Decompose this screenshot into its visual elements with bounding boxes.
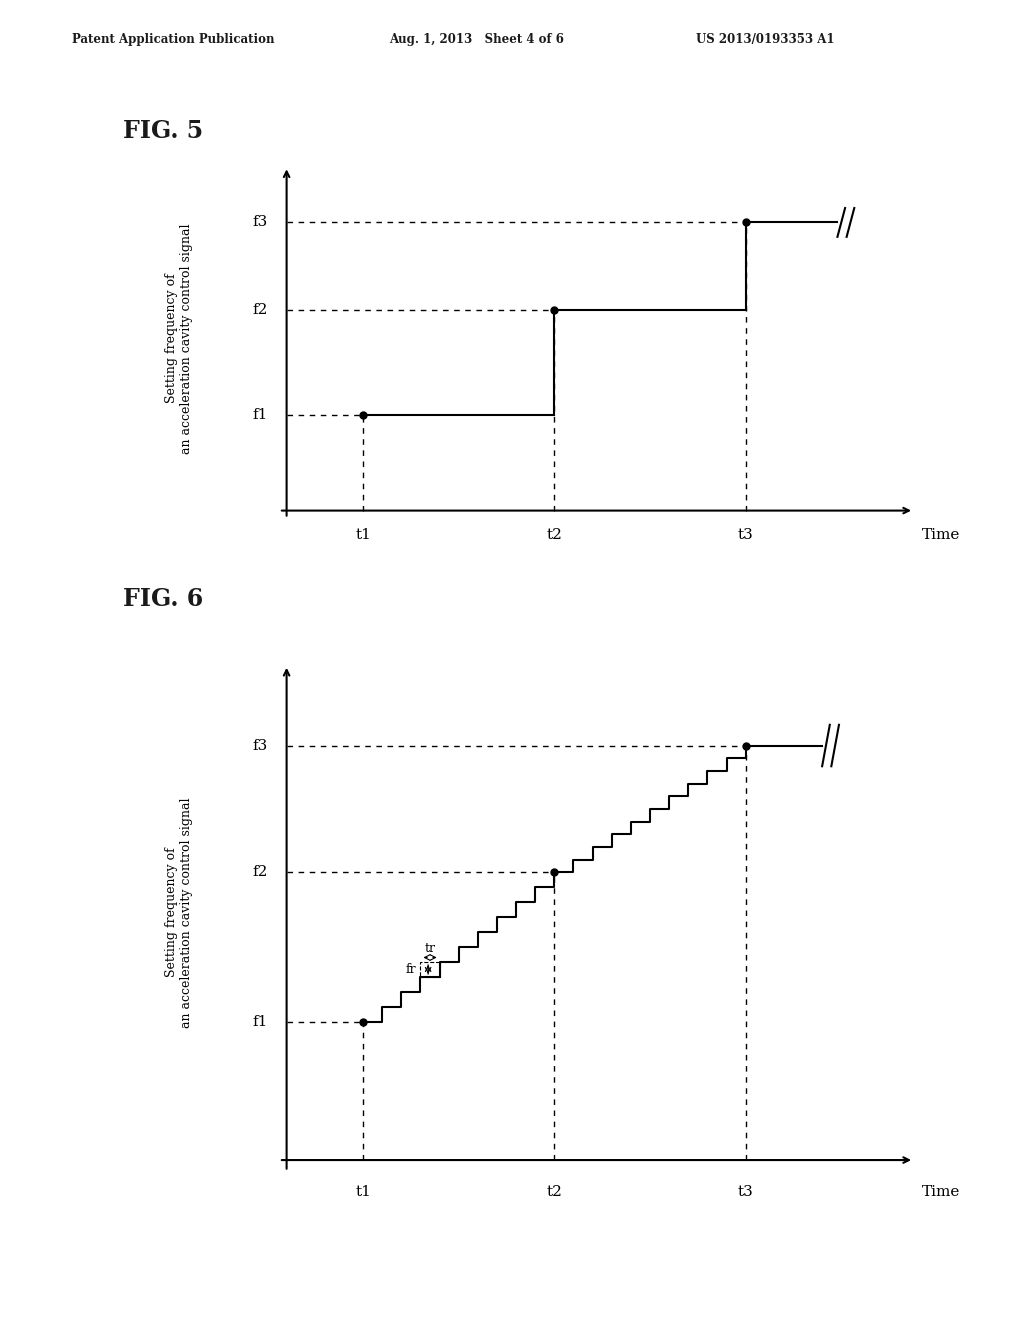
Text: FIG. 5: FIG. 5 xyxy=(123,119,203,143)
Text: t3: t3 xyxy=(737,1185,754,1200)
Text: t3: t3 xyxy=(737,528,754,543)
Text: Aug. 1, 2013   Sheet 4 of 6: Aug. 1, 2013 Sheet 4 of 6 xyxy=(389,33,564,46)
Text: t2: t2 xyxy=(547,528,562,543)
Text: tr: tr xyxy=(425,941,435,954)
Text: t2: t2 xyxy=(547,1185,562,1200)
Text: Patent Application Publication: Patent Application Publication xyxy=(72,33,274,46)
Text: f2: f2 xyxy=(252,865,267,879)
Bar xyxy=(421,962,439,977)
Text: Time: Time xyxy=(922,528,959,543)
Text: FIG. 6: FIG. 6 xyxy=(123,587,203,611)
Text: Setting frequency of
an acceleration cavity control signal: Setting frequency of an acceleration cav… xyxy=(166,223,194,454)
Text: Setting frequency of
an acceleration cavity control signal: Setting frequency of an acceleration cav… xyxy=(166,797,194,1028)
Text: f3: f3 xyxy=(252,215,267,230)
Text: Time: Time xyxy=(922,1185,959,1200)
Text: US 2013/0193353 A1: US 2013/0193353 A1 xyxy=(696,33,835,46)
Text: f1: f1 xyxy=(252,1015,267,1028)
Text: fr: fr xyxy=(407,964,417,975)
Text: f2: f2 xyxy=(252,304,267,318)
Text: t1: t1 xyxy=(355,528,371,543)
Text: t1: t1 xyxy=(355,1185,371,1200)
Text: f1: f1 xyxy=(252,408,267,421)
Text: f3: f3 xyxy=(252,738,267,752)
